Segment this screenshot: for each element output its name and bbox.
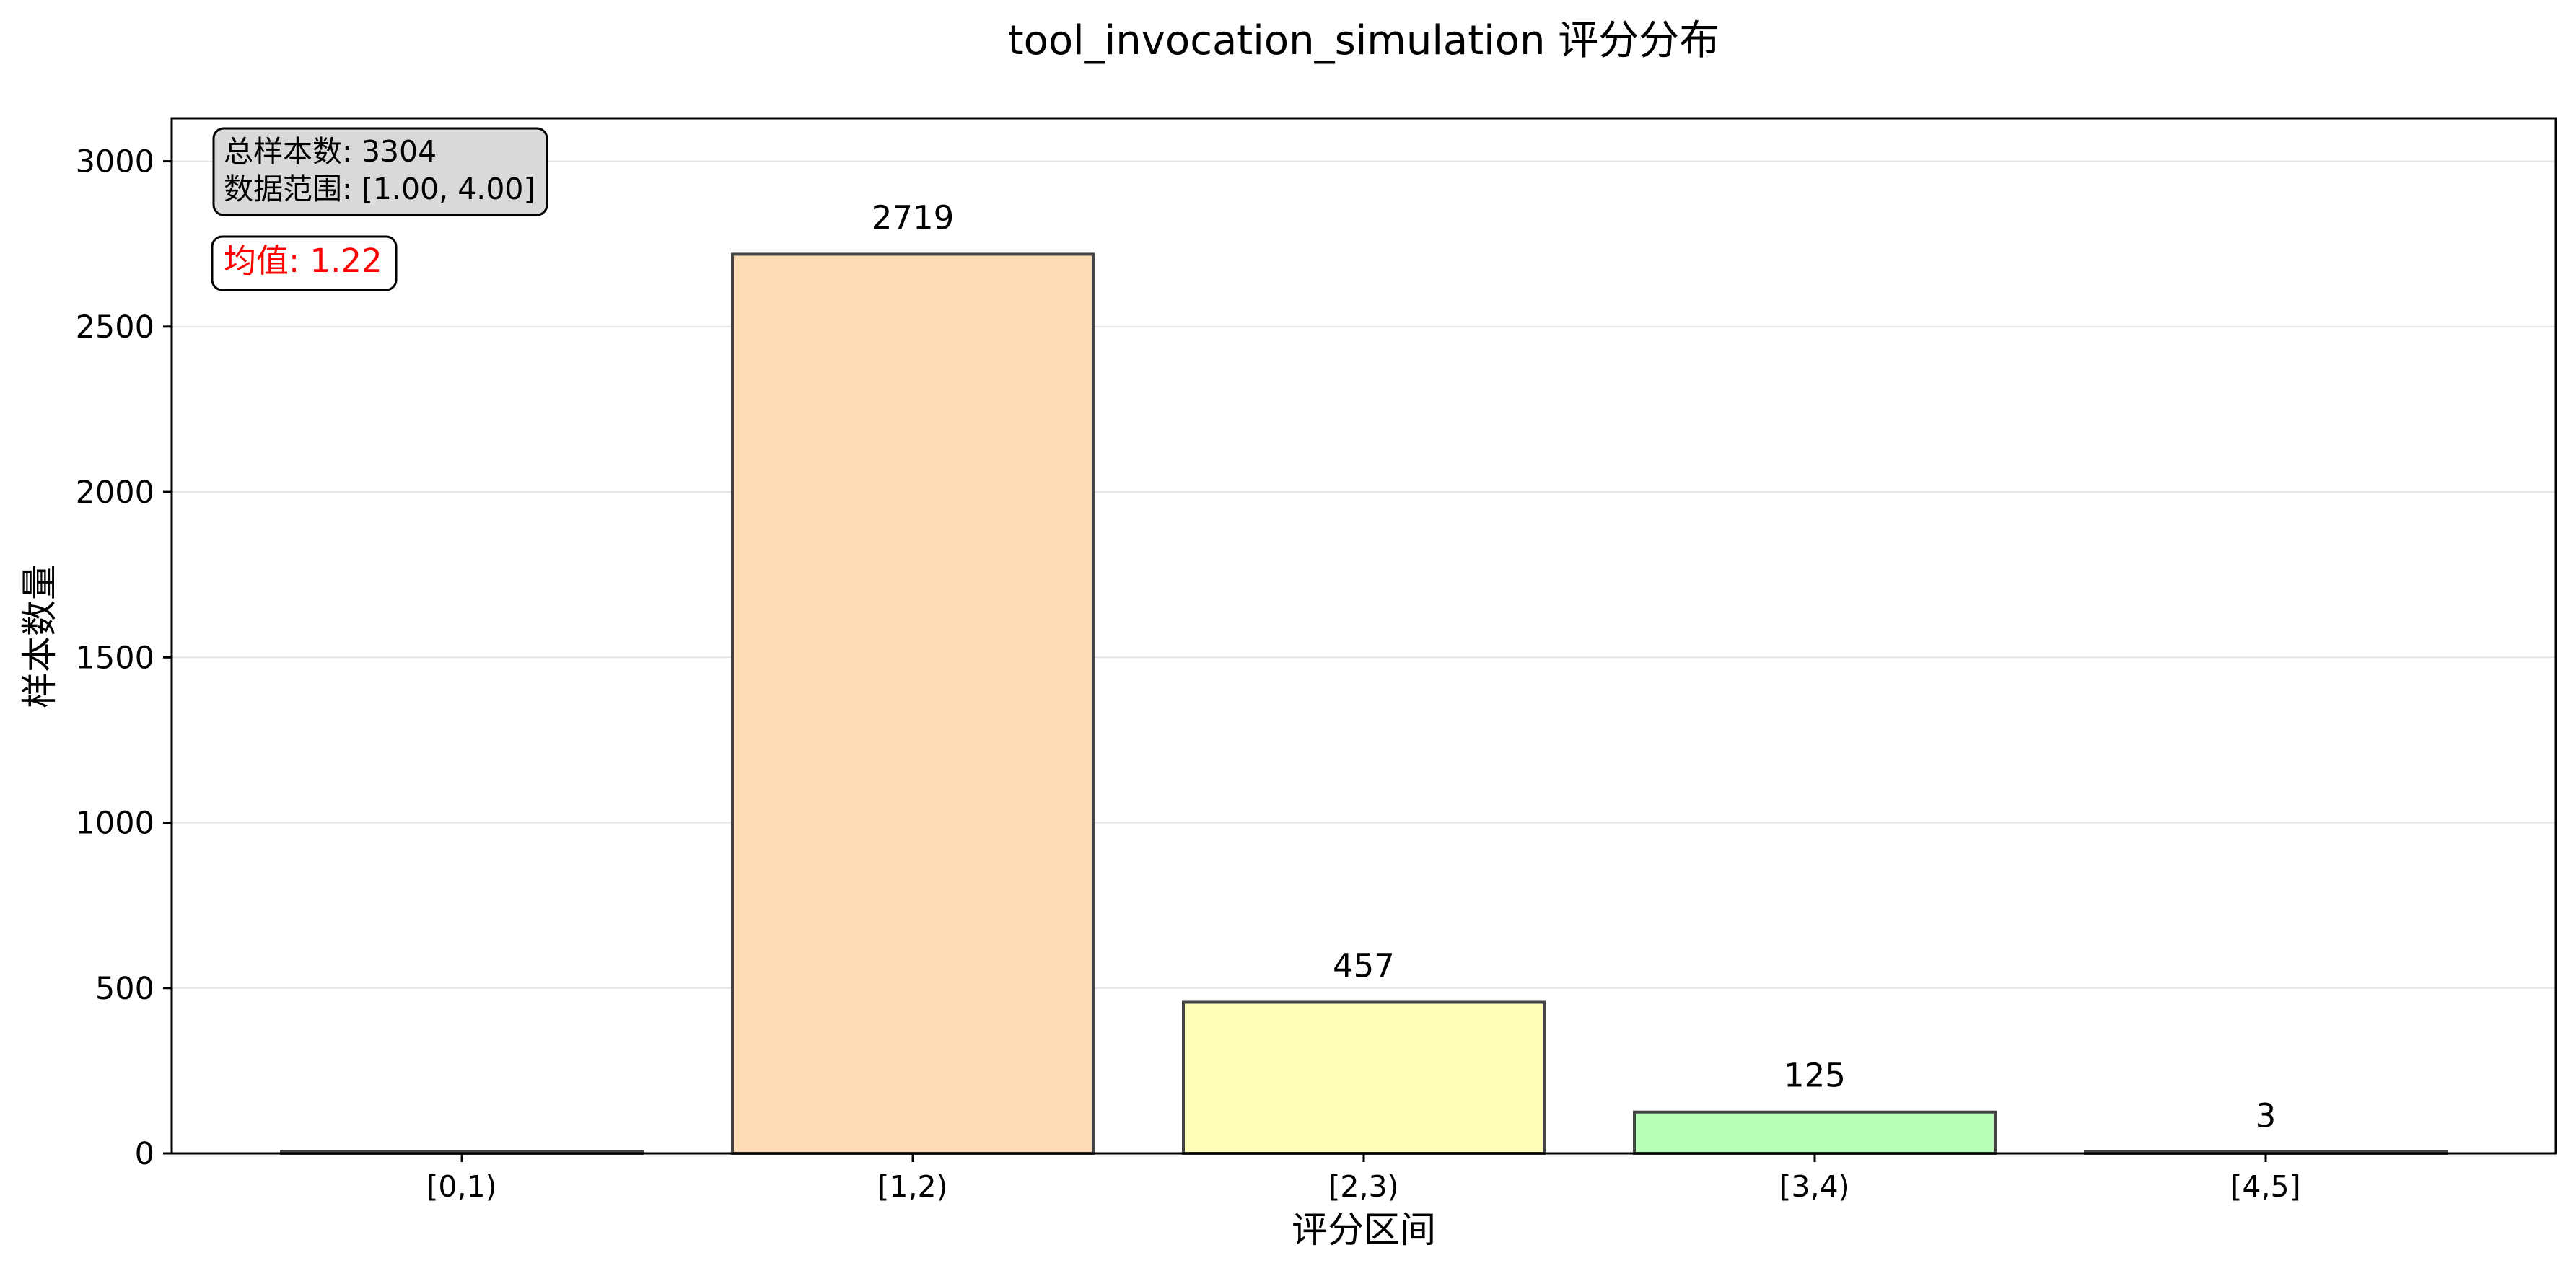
bar-2 bbox=[1182, 1000, 1546, 1155]
y-tick-label-2: 1000 bbox=[76, 806, 154, 842]
y-tick-label-1: 500 bbox=[95, 971, 154, 1007]
y-tick-label-3: 1500 bbox=[76, 640, 154, 676]
y-tick-label-5: 2500 bbox=[76, 309, 154, 346]
data-label-1: 2719 bbox=[872, 198, 955, 237]
mean-box: 均值: 1.22 bbox=[211, 235, 398, 291]
x-tick-label-2: [2,3) bbox=[1328, 1169, 1398, 1204]
stats-total-samples: 总样本数: 3304 bbox=[224, 134, 437, 169]
y-tick-label-6: 3000 bbox=[76, 144, 154, 180]
bars bbox=[280, 252, 2448, 1156]
gridlines bbox=[172, 160, 2556, 989]
y-axis-label: 样本数量 bbox=[19, 564, 61, 708]
mean-value: 均值: 1.22 bbox=[224, 242, 382, 280]
x-tick-label-4: [4,5] bbox=[2230, 1169, 2300, 1204]
x-tick-label-0: [0,1) bbox=[426, 1169, 496, 1204]
stats-box-background bbox=[212, 127, 548, 216]
data-label-4: 3 bbox=[2256, 1097, 2277, 1135]
x-axis-label: 评分区间 bbox=[1292, 1209, 1436, 1251]
bar-1 bbox=[731, 252, 1095, 1156]
y-tick-label-0: 0 bbox=[135, 1136, 154, 1172]
plot-frame bbox=[170, 117, 2557, 1155]
data-labels: 2719 457 125 3 bbox=[872, 198, 2277, 1135]
x-axis-ticks: [0,1) [1,2) [2,3) [3,4) [4,5] bbox=[426, 1153, 2301, 1204]
data-label-2: 457 bbox=[1333, 946, 1395, 985]
bar-3 bbox=[1633, 1110, 1997, 1155]
chart-title: tool_invocation_simulation 评分分布 bbox=[1008, 17, 1720, 64]
mean-box-background bbox=[211, 235, 398, 291]
stats-data-range: 数据范围: [1.00, 4.00] bbox=[224, 172, 535, 206]
y-tick-label-4: 2000 bbox=[76, 475, 154, 511]
stats-box: 总样本数: 3304 数据范围: [1.00, 4.00] bbox=[212, 127, 548, 216]
x-tick-label-1: [1,2) bbox=[877, 1169, 947, 1204]
y-axis-ticks: 0 500 1000 1500 2000 2500 3000 bbox=[76, 144, 172, 1172]
x-tick-label-3: [3,4) bbox=[1779, 1169, 1849, 1204]
data-label-3: 125 bbox=[1784, 1057, 1846, 1095]
